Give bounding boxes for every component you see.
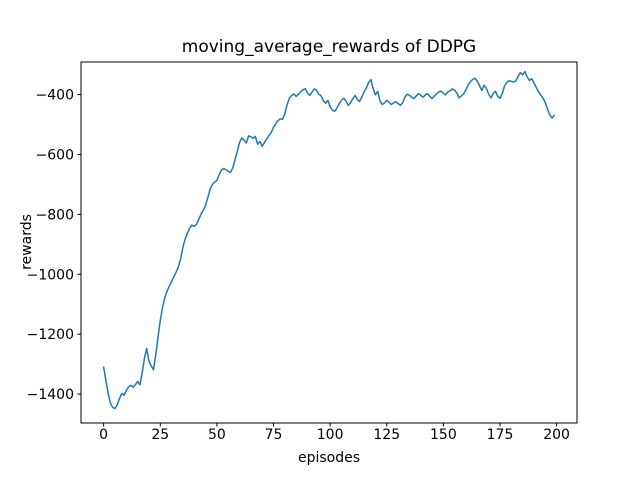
x-tick-label: 0 bbox=[99, 427, 108, 443]
x-axis-label: episodes bbox=[298, 450, 360, 466]
y-axis-label: rewards bbox=[19, 214, 35, 270]
x-tick-label: 75 bbox=[265, 427, 283, 443]
x-tick-label: 125 bbox=[373, 427, 400, 443]
y-tick-label: −600 bbox=[36, 147, 74, 163]
y-ticks: −400 −600 −800 −1000 −1200 −1400 bbox=[27, 88, 81, 403]
x-ticks: 0 25 50 75 100 125 150 175 200 bbox=[99, 423, 570, 443]
x-tick-label: 50 bbox=[208, 427, 226, 443]
x-tick-label: 175 bbox=[487, 427, 514, 443]
chart-title: moving_average_rewards of DDPG bbox=[182, 37, 476, 57]
x-tick-label: 25 bbox=[151, 427, 169, 443]
y-tick-label: −800 bbox=[36, 207, 74, 223]
y-tick-label: −1400 bbox=[27, 387, 74, 403]
plot-spines bbox=[80, 61, 578, 424]
y-tick-label: −1000 bbox=[27, 267, 74, 283]
x-tick-label: 100 bbox=[317, 427, 344, 443]
x-tick-label: 200 bbox=[543, 427, 570, 443]
y-tick-label: −1200 bbox=[27, 327, 74, 343]
line-series-moving_average_rewards bbox=[102, 70, 556, 410]
y-tick-label: −400 bbox=[36, 88, 74, 104]
x-tick-label: 150 bbox=[430, 427, 457, 443]
series-group bbox=[102, 70, 556, 410]
